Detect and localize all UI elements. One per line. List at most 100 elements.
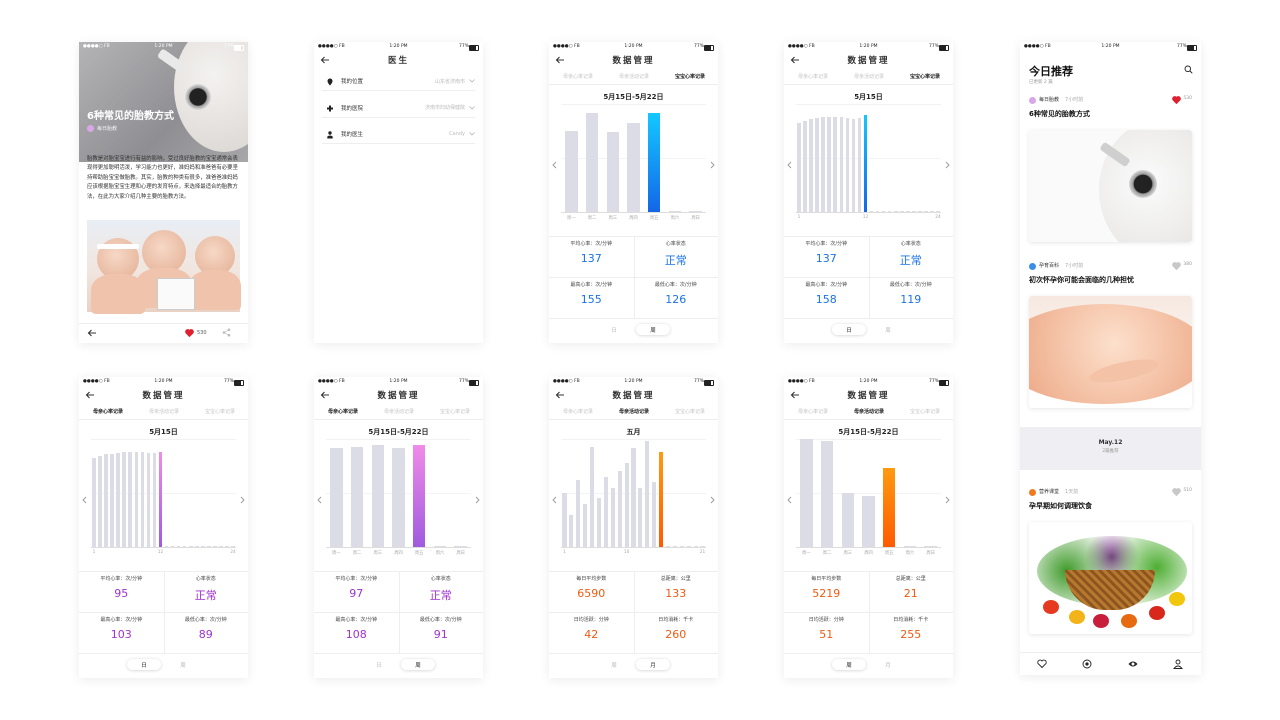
- chevron-right[interactable]: [710, 496, 715, 504]
- bar[interactable]: [585, 112, 599, 212]
- chevron-left[interactable]: [552, 496, 557, 504]
- toggle-option[interactable]: 周: [846, 663, 852, 669]
- bar[interactable]: [809, 119, 813, 212]
- bar[interactable]: [146, 453, 151, 547]
- bar[interactable]: [569, 514, 574, 547]
- toggle-option[interactable]: 周: [180, 663, 186, 669]
- bar-highlight[interactable]: [648, 112, 661, 212]
- bar[interactable]: [433, 545, 447, 547]
- bar-highlight[interactable]: [158, 451, 163, 547]
- bar[interactable]: [627, 123, 640, 212]
- item-image[interactable]: [1029, 130, 1192, 242]
- chevron-left[interactable]: [552, 161, 557, 169]
- bar[interactable]: [603, 476, 608, 547]
- bar[interactable]: [665, 545, 671, 547]
- bar[interactable]: [841, 493, 854, 547]
- bar[interactable]: [176, 545, 181, 547]
- toggle-option[interactable]: 日: [611, 328, 617, 334]
- bar[interactable]: [170, 545, 175, 547]
- bar[interactable]: [857, 118, 862, 212]
- bar[interactable]: [596, 498, 602, 547]
- bar[interactable]: [213, 545, 217, 547]
- tab[interactable]: 母亲心率记录: [327, 409, 358, 415]
- bar[interactable]: [924, 545, 937, 547]
- heart-icon[interactable]: [1172, 261, 1181, 270]
- chevron-left[interactable]: [317, 496, 322, 504]
- bar[interactable]: [820, 441, 834, 547]
- bar[interactable]: [936, 210, 940, 212]
- bar[interactable]: [565, 131, 578, 212]
- search-button[interactable]: [1184, 65, 1193, 74]
- bar[interactable]: [200, 545, 205, 547]
- item-title[interactable]: 初次怀孕你可能会面临的几种担忧: [1029, 276, 1134, 284]
- bar[interactable]: [839, 116, 844, 212]
- bar[interactable]: [219, 545, 223, 547]
- bar[interactable]: [207, 545, 211, 547]
- row-label[interactable]: 我的位置: [341, 79, 364, 85]
- toggle-option[interactable]: 日: [141, 663, 147, 669]
- bar[interactable]: [330, 447, 343, 547]
- bar[interactable]: [350, 446, 364, 547]
- chevron-left[interactable]: [787, 161, 792, 169]
- toggle-option[interactable]: 周: [611, 663, 617, 669]
- tab[interactable]: 宝宝心率记录: [439, 409, 470, 415]
- tab[interactable]: 母亲活动记录: [853, 74, 884, 80]
- bar[interactable]: [392, 447, 405, 547]
- toggle-option[interactable]: 周: [415, 663, 421, 669]
- bar[interactable]: [672, 545, 677, 547]
- bar[interactable]: [98, 456, 102, 547]
- bar[interactable]: [182, 545, 187, 547]
- item-image[interactable]: [1029, 522, 1192, 634]
- tabbar-button[interactable]: [1082, 659, 1092, 669]
- bar[interactable]: [869, 210, 874, 212]
- bar[interactable]: [686, 545, 691, 547]
- bar[interactable]: [590, 446, 595, 547]
- bar[interactable]: [833, 116, 838, 212]
- bar[interactable]: [104, 454, 108, 547]
- item-title[interactable]: 孕早期如何调理饮食: [1029, 502, 1092, 510]
- chevron-right[interactable]: [240, 496, 245, 504]
- bar[interactable]: [116, 453, 120, 547]
- item-title[interactable]: 6种常见的胎教方式: [1029, 110, 1090, 118]
- heart-icon[interactable]: [1172, 95, 1181, 104]
- bar[interactable]: [231, 545, 235, 547]
- bar[interactable]: [899, 210, 904, 212]
- bar[interactable]: [924, 210, 928, 212]
- row-value[interactable]: Candy: [449, 130, 465, 137]
- toggle-option[interactable]: 月: [885, 663, 891, 669]
- tab[interactable]: 母亲活动记录: [853, 409, 884, 415]
- bar[interactable]: [893, 210, 898, 212]
- bar[interactable]: [638, 487, 643, 547]
- bar[interactable]: [152, 453, 157, 547]
- bar[interactable]: [668, 210, 682, 212]
- tabbar-button[interactable]: [1173, 659, 1183, 669]
- bar[interactable]: [454, 545, 467, 547]
- tab[interactable]: 母亲心率记录: [562, 409, 593, 415]
- bar[interactable]: [624, 462, 629, 547]
- bar-highlight[interactable]: [413, 445, 426, 547]
- chevron-right[interactable]: [945, 496, 950, 504]
- bar[interactable]: [689, 210, 702, 212]
- bar-highlight[interactable]: [863, 114, 868, 212]
- tab[interactable]: 母亲活动记录: [618, 74, 649, 80]
- row-label[interactable]: 我的医院: [341, 105, 364, 112]
- bar[interactable]: [610, 487, 615, 547]
- bar[interactable]: [845, 118, 850, 212]
- bar[interactable]: [862, 496, 875, 547]
- row-value[interactable]: 济南市妇幼保健院: [424, 105, 465, 111]
- bar[interactable]: [851, 119, 856, 212]
- tab[interactable]: 母亲活动记录: [148, 409, 179, 415]
- bar[interactable]: [194, 545, 199, 547]
- back-button[interactable]: [85, 391, 95, 399]
- back-button[interactable]: [87, 329, 97, 337]
- source-name[interactable]: 营养课堂: [1039, 489, 1060, 495]
- bar[interactable]: [881, 210, 886, 212]
- tab[interactable]: 母亲心率记录: [797, 409, 828, 415]
- bar[interactable]: [92, 458, 96, 547]
- tab[interactable]: 宝宝心率记录: [674, 409, 705, 415]
- toggle-option[interactable]: 日: [846, 328, 852, 334]
- bar-highlight[interactable]: [883, 468, 896, 547]
- bar[interactable]: [679, 545, 684, 547]
- bar[interactable]: [134, 451, 139, 547]
- tab[interactable]: 宝宝心率记录: [909, 74, 940, 80]
